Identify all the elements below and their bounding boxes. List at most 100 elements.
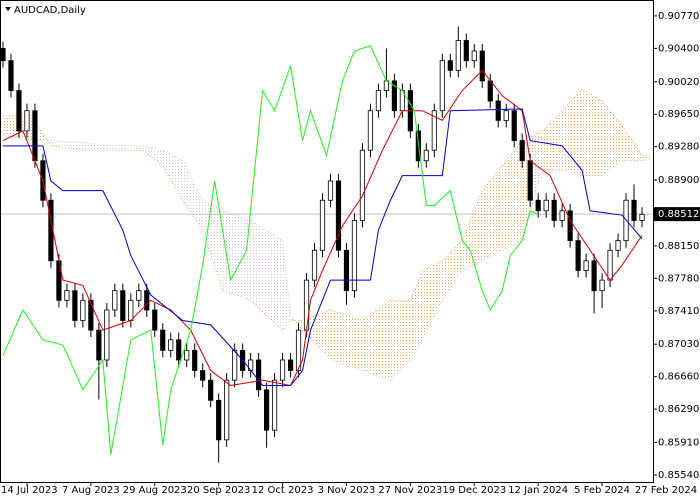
cloud-segment [362,300,391,381]
chart-title: AUDCAD,Daily [14,5,86,16]
candle-body [224,379,230,441]
candle-body [431,110,437,151]
candle-body [144,290,150,311]
candle-body [104,309,110,361]
candle-body [351,220,358,292]
y-tick-label: 0.90020 [658,77,699,88]
candle-body [455,40,461,71]
indicator-line [2,69,643,387]
candle-body [367,110,374,151]
y-tick-label: 0.87410 [658,306,699,317]
candle-body [607,249,613,281]
cloud-segment [222,210,251,301]
candle-body [543,199,549,212]
candle-body [335,180,342,251]
candle-body [631,199,637,221]
candle-body [495,100,501,121]
cloud-segment [482,166,503,261]
cloud-segment [282,240,291,331]
candle-body [72,290,78,321]
x-tick-label: 27 Nov 2023 [378,485,442,496]
candle-body [96,329,102,361]
candle-body [295,329,302,371]
candle-body [343,249,350,292]
candle-body [112,290,118,311]
candle-body [423,149,429,162]
x-tick-label: 27 Feb 2024 [635,485,697,496]
candle-body [375,90,382,112]
candle-body [303,279,310,331]
cloud-segment [542,110,563,171]
title-arrow [5,7,11,11]
candle-body [256,359,262,391]
cloud-segment [162,150,183,201]
candle-body [319,199,326,251]
x-tick-label: 14 Jul 2023 [1,485,58,496]
candle-body [559,210,565,221]
x-tick-label: 29 Aug 2023 [123,485,187,496]
candle-body [567,210,573,242]
candle-body [152,309,158,331]
cloud-segment [562,88,583,176]
candle-body [160,329,166,351]
cloud-segment [202,200,223,291]
candle-body [192,349,198,371]
candle-body [287,359,294,371]
y-tick-label: 0.86660 [658,372,699,383]
candle-body [136,290,142,301]
candle-body [176,339,182,361]
cloud-segment [462,190,483,271]
cloud-segment [250,220,283,331]
candle-body [64,290,70,301]
candle-body [487,80,493,102]
candle-body [463,40,469,62]
x-tick-label: 12 Oct 2023 [252,485,314,496]
x-tick-label: 19 Dec 2023 [442,485,506,496]
candle-body [128,299,134,321]
candle-body [80,299,86,321]
candle-body [471,50,477,62]
cloud-segment [410,270,423,360]
candle-body [575,240,581,271]
y-tick-label: 0.85540 [658,470,699,481]
candle-body [535,199,541,212]
candle-body [200,370,206,381]
candle-body [216,399,222,441]
cloud-segment [182,160,203,231]
cloud-segment [642,155,651,161]
y-tick-label: 0.87780 [658,273,699,284]
candle-body [527,160,533,201]
candle-body [88,299,94,331]
y-tick-label: 0.86290 [658,404,699,415]
cloud-segment [442,240,463,301]
cloud-segment [290,315,303,331]
indicator-line [3,108,643,386]
x-tick-label: 3 Nov 2023 [318,485,376,496]
candle-body [168,339,174,351]
x-tick-label: 20 Sep 2023 [187,485,250,496]
cloud-segment [502,140,523,251]
cloud-segment [330,309,363,371]
cloud-span-b [2,134,651,381]
candle-body [311,249,318,281]
candle-body [263,389,270,431]
y-tick-label: 0.90400 [658,43,699,54]
candle-body [1,47,6,62]
y-tick-label: 0.88900 [658,175,699,186]
candle-body [271,379,278,431]
candle-body [327,180,334,201]
y-tick-label: 0.89280 [658,142,699,153]
candle-body [615,240,621,251]
x-tick-label: 12 Jan 2024 [508,485,568,496]
cloud-segment [582,88,603,176]
candle-body [208,379,214,401]
cloud-segment [422,260,443,340]
y-tick-label: 0.88150 [658,241,699,252]
candle-body [583,260,589,271]
candle-body [479,50,485,82]
cloud-segment [82,142,111,151]
cloud-segment [50,140,83,151]
